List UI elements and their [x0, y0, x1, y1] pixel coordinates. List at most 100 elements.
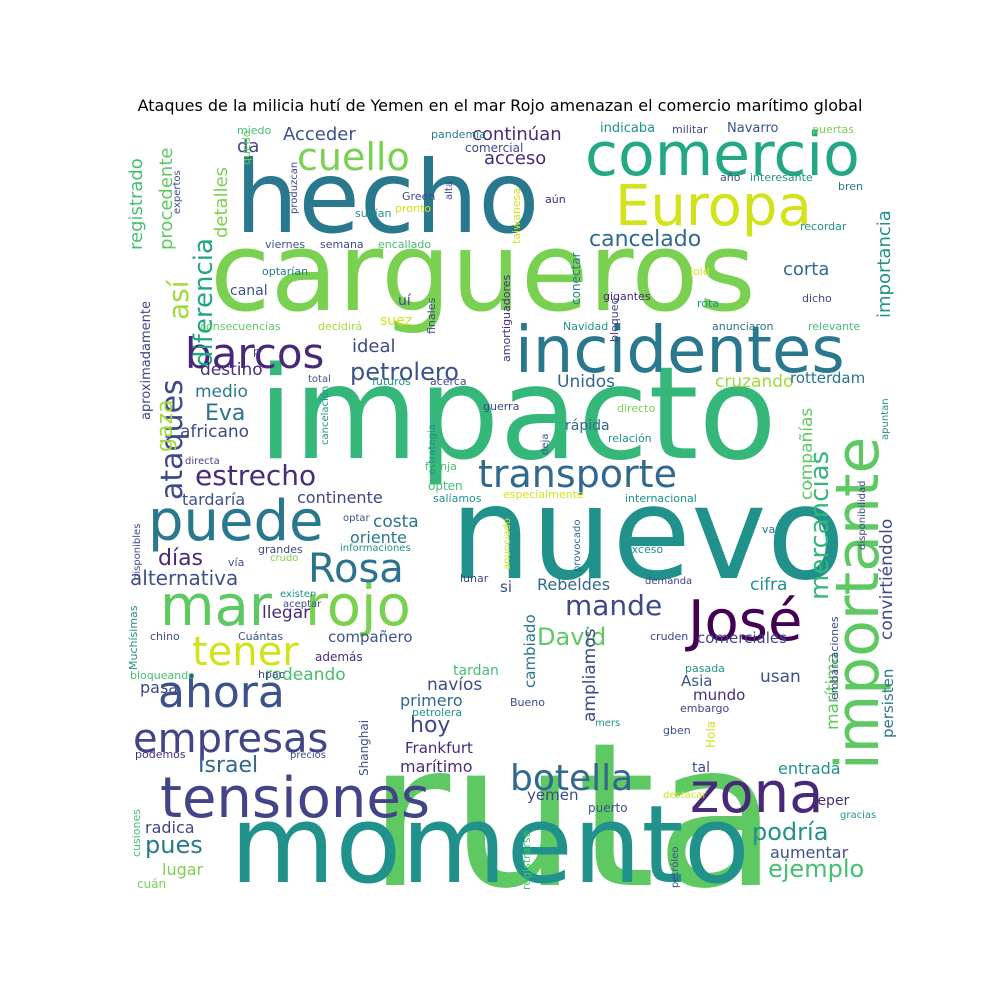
word-bren: bren	[838, 180, 863, 193]
word-via: vía	[228, 556, 244, 569]
word-puertas: puertas	[812, 123, 854, 136]
word-disponibles: disponibles	[132, 524, 143, 580]
word-corta: corta	[783, 259, 829, 280]
word-ui: uí	[398, 293, 412, 309]
word-acerca: acerca	[430, 375, 467, 388]
word-cuantas: Cuántas	[238, 630, 283, 643]
word-estrategia: estrategia	[427, 424, 438, 475]
word-entrada: entrada	[778, 759, 841, 778]
word-rotterdam: rotterdam	[790, 369, 865, 387]
word-mande: mande	[565, 589, 662, 622]
word-bloqueando: bloqueando	[130, 669, 195, 682]
word-semana: semana	[320, 238, 364, 251]
word-incidentes: incidentes	[515, 314, 845, 388]
word-chino: chino	[150, 630, 180, 643]
word-aceptar: aceptar	[283, 599, 322, 610]
word-encallado: encallado	[378, 238, 431, 251]
word-podemos: podemos	[135, 748, 186, 761]
word-pasa: pasa	[140, 678, 178, 697]
word-yemen: yemen	[527, 786, 578, 804]
word-especialmente: especialmente	[503, 488, 584, 501]
word-barcos: barcos	[185, 329, 324, 378]
word-llegar: llegar	[262, 603, 310, 623]
word-empresas: empresas	[133, 716, 328, 762]
word-grandes: grandes	[258, 543, 303, 556]
word-embargo: embargo	[680, 702, 730, 715]
word-lunar: lunar	[460, 572, 489, 585]
word-radica: radica	[145, 818, 195, 837]
word-africano: africano	[180, 422, 249, 442]
word-continuan: continúan	[472, 124, 562, 145]
word-cifra: cifra	[750, 575, 787, 595]
word-acceder: Acceder	[283, 124, 356, 145]
word-navios: navíos	[427, 675, 482, 695]
word-taiwanesa: taiwanesa	[510, 188, 523, 244]
word-impacto: impacto	[258, 340, 777, 489]
word-gracias: gracias	[840, 810, 876, 821]
word-mercancias: mercancías	[805, 451, 835, 600]
word-petrolera: petrolera	[412, 706, 462, 719]
word-frankfurt: Frankfurt	[405, 739, 473, 757]
word-directa: directa	[185, 456, 220, 467]
word-cruzando: cruzando	[715, 372, 793, 392]
word-tardaria: tardaría	[182, 490, 245, 509]
word-oriente: oriente	[350, 528, 407, 547]
word-gaza: gaza	[153, 400, 178, 452]
word-pandemia: pandemia	[431, 128, 486, 141]
word-exceso: exceso	[625, 543, 663, 556]
word-comercial: comercial	[465, 141, 523, 155]
word-apuntan: apuntan	[880, 398, 891, 440]
word-ademas: además	[315, 650, 363, 664]
word-muchisimas: Muchísimas	[127, 605, 140, 670]
word-recordar: recordar	[800, 220, 847, 233]
word-alternativa: alternativa	[130, 566, 238, 590]
word-pues: pues	[145, 831, 203, 859]
word-aproximadamente: aproximadamente	[139, 301, 154, 420]
word-guerra: guerra	[483, 400, 519, 413]
word-directo: directo	[617, 402, 655, 415]
word-provocado: provocado	[572, 520, 583, 573]
word-dicho: dicho	[802, 292, 832, 305]
word-canal: canal	[230, 283, 268, 299]
word-zona: zona	[690, 761, 823, 826]
word-opten: opten	[428, 479, 463, 493]
word-ruta: ruta	[368, 700, 778, 933]
word-rojo: rojo	[305, 574, 411, 639]
word-eva: Eva	[205, 401, 245, 426]
word-reper: reper	[812, 793, 850, 809]
word-hoy: hoy	[410, 713, 450, 738]
word-ejemplo: ejemplo	[768, 855, 864, 883]
word-continente: continente	[297, 488, 383, 507]
word-petrolero: petrolero	[350, 358, 459, 386]
word-lugar: lugar	[162, 860, 204, 879]
word-tener: tener	[192, 629, 299, 675]
word-detalles: detalles	[211, 167, 232, 238]
word-shanghai: Shanghai	[357, 720, 371, 776]
word-navarro: Navarro	[727, 121, 779, 136]
word-ano: año	[720, 171, 741, 184]
word-companero: compañero	[328, 628, 413, 646]
word-israel: Israel	[198, 753, 258, 778]
word-cusiones: cusiones	[130, 809, 143, 857]
word-bueno: Bueno	[510, 696, 545, 709]
word-aun: aún	[545, 193, 566, 206]
word-navidad: Navidad	[563, 320, 608, 333]
word-puede: puede	[148, 489, 324, 554]
word-rapida: rápida	[565, 418, 610, 434]
word-pronto: pronto	[395, 202, 431, 215]
word-david: David	[537, 623, 606, 651]
word-decidira: decidirá	[318, 320, 362, 333]
word-companias: compañías	[797, 408, 817, 500]
word-cargueros: cargueros	[210, 208, 756, 336]
word-cruden: cruden	[650, 630, 688, 643]
word-procedente: procedente	[156, 148, 177, 250]
word-va: va	[762, 523, 775, 536]
word-expertos: expertos	[172, 170, 183, 214]
word-disponibilidad: disponibilidad	[857, 481, 868, 550]
word-miedo: miedo	[237, 124, 272, 137]
word-bloqueo: bloqueo	[608, 298, 621, 342]
word-crudo: crudo	[270, 553, 298, 564]
word-costa: costa	[373, 512, 419, 532]
word-unidos: Unidos	[557, 372, 615, 392]
word-hecho: hecho	[235, 139, 539, 256]
